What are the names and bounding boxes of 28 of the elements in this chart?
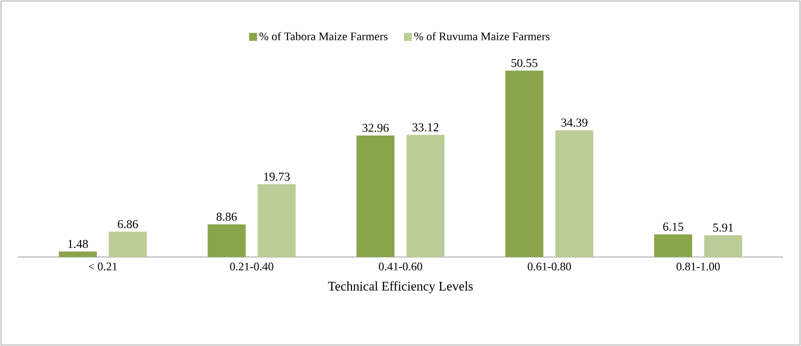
- x-tick-label: 0.21-0.40: [230, 262, 274, 270]
- bar: [356, 135, 395, 257]
- legend-label: % of Tabora Maize Farmers: [259, 32, 388, 40]
- bar: [704, 235, 742, 257]
- x-tick-label: < 0.21: [88, 262, 117, 270]
- data-label: 8.86: [216, 212, 237, 221]
- x-tick-label: 0.81-1.00: [676, 262, 720, 270]
- data-label: 6.86: [118, 220, 138, 228]
- bar: [58, 252, 97, 257]
- data-label: 34.39: [561, 118, 588, 127]
- data-label: 32.96: [362, 124, 389, 132]
- data-label: 1.48: [68, 240, 88, 248]
- data-label: 19.73: [264, 172, 290, 181]
- bar: [654, 234, 692, 257]
- data-label: 6.15: [663, 222, 684, 231]
- x-axis-title: Technical Efficiency Levels: [328, 281, 473, 294]
- x-tick-label: 0.41-0.60: [378, 262, 422, 270]
- legend-label: % of Ruvuma Maize Farmers: [414, 32, 550, 40]
- data-label: 5.91: [713, 224, 733, 232]
- bar: [108, 232, 147, 257]
- bar: [258, 184, 296, 257]
- bar: [208, 224, 246, 257]
- bar: [406, 134, 445, 257]
- data-label: 33.12: [412, 123, 438, 132]
- bar: [555, 130, 594, 257]
- bar: [505, 70, 544, 257]
- data-label: 50.55: [512, 58, 538, 68]
- x-tick-label: 0.61-0.80: [528, 262, 571, 270]
